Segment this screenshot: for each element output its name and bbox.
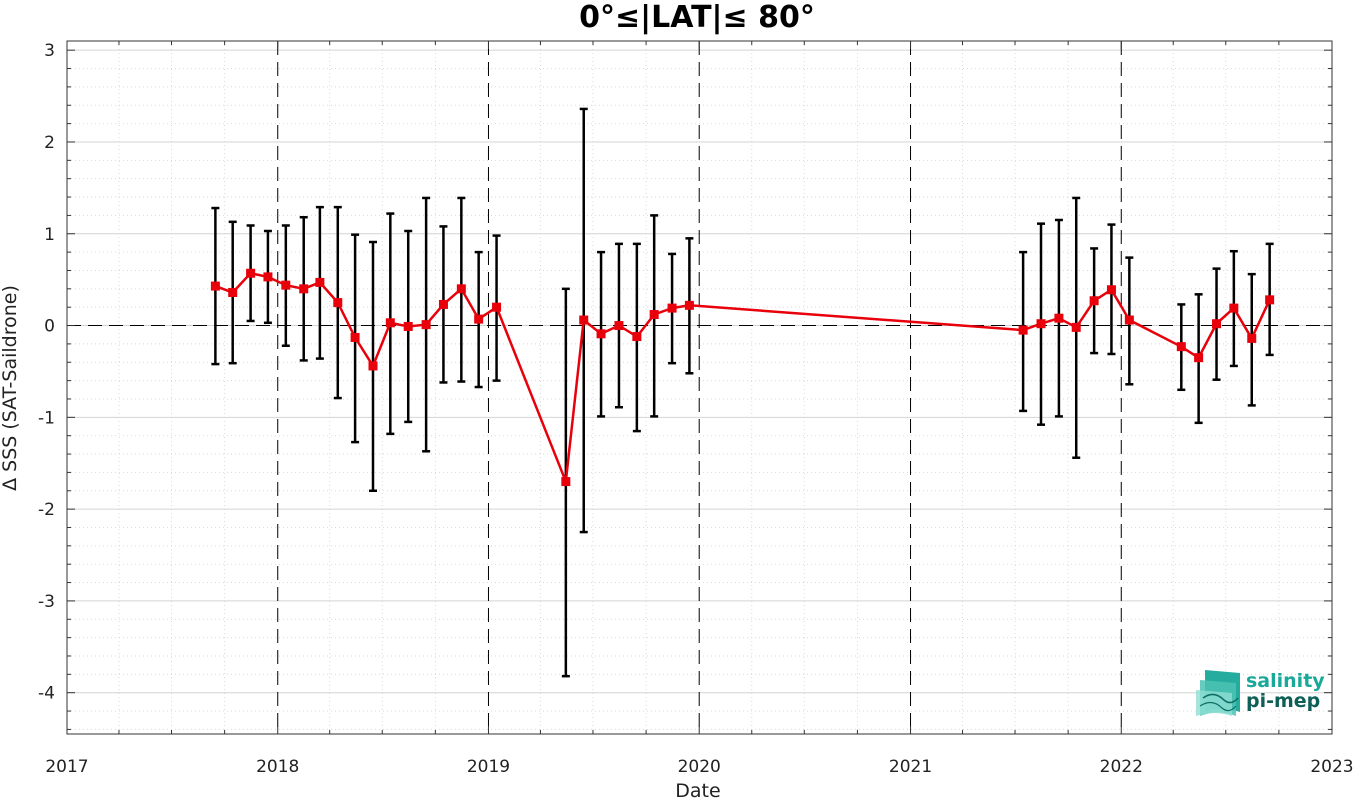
data-point-marker <box>299 284 309 294</box>
y-tick-label: 0 <box>44 317 55 337</box>
data-point-marker <box>438 299 448 309</box>
data-point-marker <box>1089 296 1099 306</box>
data-point-marker <box>1194 353 1204 363</box>
data-point-marker <box>403 321 413 331</box>
data-markers <box>210 268 1275 487</box>
x-tick-label: 2020 <box>678 757 721 777</box>
data-point-marker <box>1247 333 1257 343</box>
logo-text-line2: pi-mep <box>1246 690 1320 712</box>
data-point-marker <box>385 318 395 328</box>
x-tick-label: 2017 <box>45 757 88 777</box>
x-tick-label: 2022 <box>1100 757 1143 777</box>
data-point-marker <box>333 298 343 308</box>
data-point-marker <box>246 268 256 278</box>
data-point-marker <box>561 477 571 487</box>
data-point-marker <box>596 329 606 339</box>
data-point-marker <box>1265 295 1275 305</box>
data-point-marker <box>632 332 642 342</box>
y-tick-label: 3 <box>44 41 55 61</box>
y-tick-label: 2 <box>44 133 55 153</box>
wave-logo-icon <box>1196 670 1240 716</box>
data-point-marker <box>456 284 466 294</box>
data-point-marker <box>614 321 624 331</box>
data-point-marker <box>1071 322 1081 332</box>
y-axis-label: Δ SSS (SAT-Saildrone) <box>0 285 21 491</box>
data-point-marker <box>228 287 238 297</box>
x-tick-label: 2021 <box>889 757 932 777</box>
data-point-marker <box>1018 325 1028 335</box>
data-point-marker <box>649 310 659 320</box>
y-tick-label: -1 <box>38 408 55 428</box>
x-axis-label: Date <box>675 780 720 801</box>
data-point-marker <box>684 300 694 310</box>
data-point-marker <box>1212 319 1222 329</box>
y-tick-label: 1 <box>44 225 55 245</box>
x-tick-label: 2023 <box>1310 757 1353 777</box>
salinity-pi-mep-logo: salinity pi-mep <box>1196 670 1325 716</box>
data-point-marker <box>421 320 431 330</box>
data-point-marker <box>263 272 273 282</box>
y-tick-label: -4 <box>38 684 55 704</box>
year-boundary-lines <box>277 41 1122 734</box>
plot-frame <box>66 40 1333 735</box>
data-point-marker <box>350 332 360 342</box>
data-point-marker <box>1124 315 1134 325</box>
data-point-marker <box>368 361 378 371</box>
data-point-marker <box>1106 285 1116 295</box>
data-point-marker <box>281 280 291 290</box>
data-point-marker <box>210 281 220 291</box>
x-tick-labels: 2017 2018 2019 2020 2021 2022 2023 <box>45 757 1353 777</box>
data-point-marker <box>474 314 484 324</box>
y-tick-label: -2 <box>38 500 55 520</box>
y-tick-labels: -4 -3 -2 -1 0 1 2 3 <box>38 41 55 704</box>
data-point-marker <box>579 315 589 325</box>
x-tick-label: 2018 <box>256 757 299 777</box>
errorbars <box>211 107 1274 678</box>
chart-title: 0°≤|LAT|≤ 80° <box>579 0 815 35</box>
logo-text-line1: salinity <box>1246 670 1325 692</box>
data-point-marker <box>1229 303 1239 313</box>
data-point-marker <box>492 302 502 312</box>
data-point-marker <box>1036 319 1046 329</box>
x-tick-label: 2019 <box>467 757 510 777</box>
data-point-marker <box>315 277 325 287</box>
data-point-marker <box>667 303 677 313</box>
data-point-marker <box>1176 342 1186 352</box>
y-tick-label: -3 <box>38 592 55 612</box>
data-point-marker <box>1054 313 1064 323</box>
